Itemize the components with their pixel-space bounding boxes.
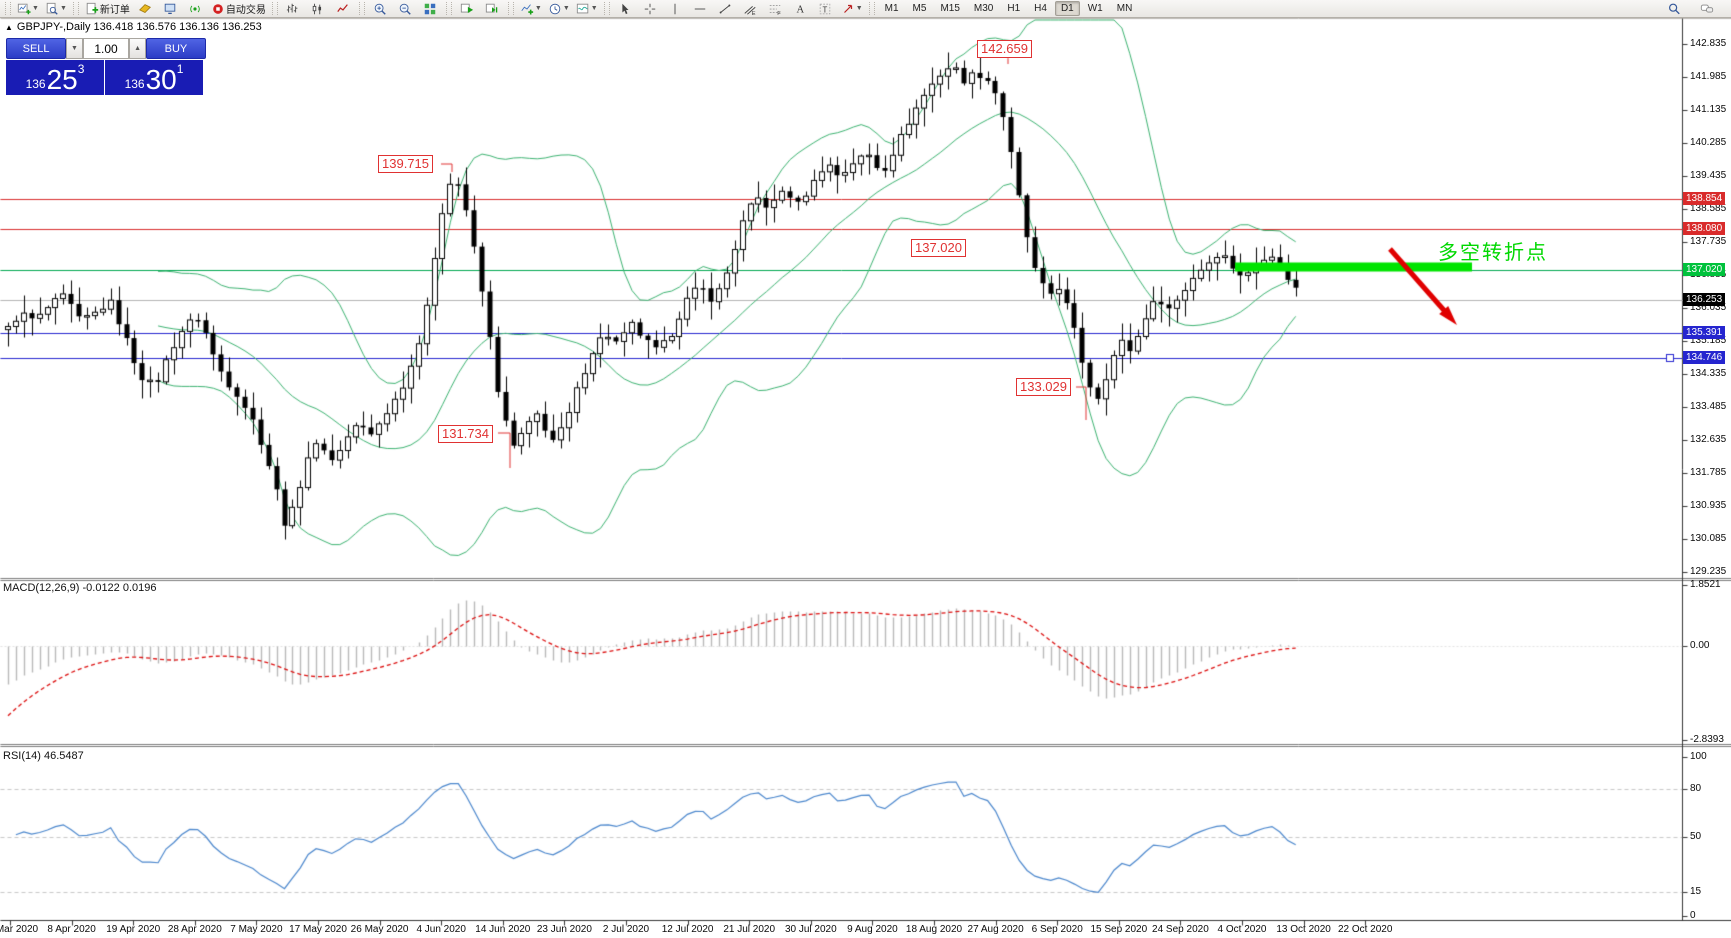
arrows-button[interactable]: ▼ [838, 0, 866, 18]
price-annotation-label[interactable]: 137.020 [911, 239, 966, 257]
new-chart-button[interactable]: ▼ [14, 0, 42, 18]
toolbar-grip [72, 2, 79, 15]
bar-chart-button[interactable] [281, 0, 306, 18]
price-annotation-label[interactable]: 139.715 [378, 155, 433, 173]
buy-price-sup: 1 [176, 62, 184, 76]
timeframe-h4-button[interactable]: H4 [1034, 3, 1047, 14]
price-annotation-label[interactable]: 133.029 [1016, 378, 1071, 396]
timeframe-mn-button[interactable]: MN [1116, 3, 1133, 14]
svg-text:T: T [823, 5, 828, 14]
search-button[interactable] [1661, 0, 1686, 18]
buy-price-big: 30 [145, 64, 177, 95]
chevron-down-icon: ▼ [32, 5, 39, 12]
sell-price-big: 25 [46, 64, 78, 95]
step-forward-button[interactable] [480, 0, 505, 18]
toolbar-grip [603, 2, 610, 15]
sell-price-sup: 3 [77, 62, 85, 76]
chevron-down-icon: ▼ [855, 5, 863, 12]
chevron-down-icon: ▼ [562, 5, 570, 12]
macd-indicator-label: MACD(12,26,9) -0.0122 0.0196 [3, 582, 157, 594]
volume-increase-button[interactable]: ▲ [129, 38, 146, 59]
timeframe-m30-button[interactable]: M30 [973, 3, 994, 14]
sell-price-prefix: 136 [25, 77, 46, 91]
signals-button[interactable] [183, 0, 208, 18]
strategy-tester-button[interactable] [455, 0, 480, 18]
auto-trading-button[interactable]: 自动交易 [208, 0, 269, 18]
text-button[interactable]: A [788, 0, 813, 18]
symbol-marker-icon: ▲ [5, 23, 13, 32]
quotes-button[interactable] [133, 0, 158, 18]
tile-windows-button[interactable] [418, 0, 443, 18]
zoom-in-button[interactable] [368, 0, 393, 18]
buy-button[interactable]: BUY [145, 38, 206, 59]
candlestick-chart-button[interactable] [306, 0, 331, 18]
symbol-info: ▲ GBPJPY-,Daily 136.418 136.576 136.136 1… [5, 21, 262, 33]
market-watch-button[interactable] [158, 0, 183, 18]
volume-decrease-button[interactable]: ▼ [66, 38, 83, 59]
fibonacci-button[interactable]: F [763, 0, 788, 18]
trendline-button[interactable] [713, 0, 738, 18]
timeframe-d1-button[interactable]: D1 [1054, 1, 1080, 16]
timeframe-h1-button[interactable]: H1 [1007, 3, 1021, 14]
chevron-down-icon: ▼ [534, 5, 542, 12]
toolbar-grip [271, 2, 278, 15]
zoom-out-button[interactable] [393, 0, 418, 18]
svg-text:E: E [752, 11, 756, 16]
svg-text:A: A [797, 4, 805, 15]
one-click-trade-panel: SELL ▼ 1.00 ▲ BUY 136 25 3 136 30 1 [6, 38, 206, 95]
price-annotation-label[interactable]: 131.734 [438, 425, 493, 443]
sell-button[interactable]: SELL [6, 38, 67, 59]
chevron-down-icon: ▼ [59, 5, 67, 12]
svg-text:F: F [777, 11, 781, 16]
toolbar-grip [445, 2, 452, 15]
price-annotation-label[interactable]: 142.659 [977, 40, 1032, 58]
chat-button[interactable] [1694, 0, 1719, 18]
chevron-down-icon: ▼ [590, 5, 598, 12]
timeframe-m15-button[interactable]: M15 [940, 3, 960, 14]
indicator-list-button[interactable]: ▼ [573, 0, 601, 18]
buy-price-prefix: 136 [124, 77, 145, 91]
new-order-button[interactable]: 新订单 [82, 0, 133, 18]
toolbar-grip [358, 2, 365, 15]
crosshair-button[interactable] [638, 0, 663, 18]
cursor-button[interactable] [613, 0, 638, 18]
symbol-ohlc-text: GBPJPY-,Daily 136.418 136.576 136.136 13… [16, 21, 262, 33]
timeframe-m5-button[interactable]: M5 [912, 3, 927, 14]
text-label-button[interactable]: T [813, 0, 838, 18]
turning-point-annotation[interactable]: 多空转折点 [1438, 242, 1548, 264]
toolbar: ▼ ▼ 新订单 自动交易 ▼ ▼ ▼ E F A T ▼ M1 M5 M15 M30 H1 H4 D1 W1 MN [0, 0, 1731, 18]
horizontal-line-button[interactable] [688, 0, 713, 18]
timeframe-w1-button[interactable]: W1 [1087, 3, 1103, 14]
chart-profiles-button[interactable]: ▼ [42, 0, 70, 18]
toolbar-grip [5, 2, 11, 15]
line-chart-button[interactable] [331, 0, 356, 18]
toolbar-grip [868, 2, 875, 15]
vertical-line-button[interactable] [663, 0, 688, 18]
volume-input[interactable]: 1.00 [82, 38, 130, 59]
buy-price[interactable]: 136 30 1 [105, 60, 203, 95]
sell-price[interactable]: 136 25 3 [6, 60, 104, 95]
periods-button[interactable]: ▼ [545, 0, 573, 18]
add-indicator-button[interactable]: ▼ [517, 0, 545, 18]
toolbar-grip [507, 2, 514, 15]
timeframe-m1-button[interactable]: M1 [884, 3, 899, 14]
equidistant-channel-button[interactable]: E [738, 0, 763, 18]
rsi-indicator-label: RSI(14) 46.5487 [3, 750, 84, 762]
